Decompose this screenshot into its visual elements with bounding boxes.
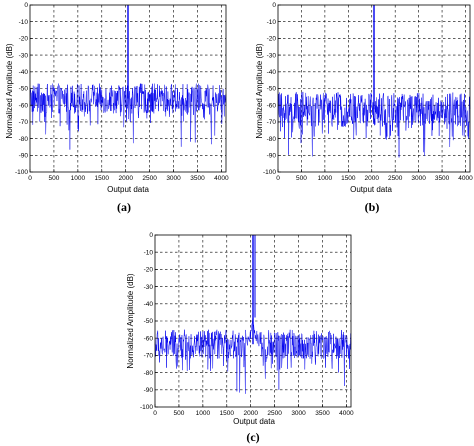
y-tick-label: -20	[144, 267, 154, 274]
x-tick-label: 500	[48, 175, 59, 182]
panel-caption: (a)	[117, 200, 131, 214]
x-tick-label: 2500	[388, 175, 403, 182]
y-tick-label: 0	[24, 2, 28, 9]
x-tick-label: 3000	[291, 410, 306, 417]
y-tick-label: -90	[144, 387, 154, 394]
y-tick-label: -100	[140, 404, 153, 411]
y-tick-label: -10	[19, 19, 29, 26]
y-tick-label: -20	[19, 36, 29, 43]
y-tick-label: -60	[144, 335, 154, 342]
x-axis-label: Output data	[107, 185, 149, 194]
chart-panel-b: Normalized Amplitude (dB) Output data (b…	[255, 2, 473, 214]
y-tick-label: 0	[272, 2, 276, 9]
chart-panel-a: Normalized Amplitude (dB) Output data (a…	[5, 2, 229, 214]
x-tick-label: 4000	[458, 175, 473, 182]
y-tick-label: -70	[19, 119, 29, 126]
x-tick-label: 2500	[142, 175, 157, 182]
y-tick-label: -50	[144, 318, 154, 325]
y-tick-label: -30	[144, 284, 154, 291]
y-tick-label: -50	[267, 86, 277, 93]
y-axis-label: Normalized Amplitude (dB)	[126, 273, 135, 368]
x-tick-label: 0	[276, 175, 280, 182]
x-tick-label: 1500	[95, 175, 110, 182]
spectrum-trace	[29, 82, 227, 150]
y-tick-label: -90	[267, 153, 277, 160]
y-tick-label: -30	[267, 52, 277, 59]
y-tick-label: -90	[19, 153, 29, 160]
y-tick-label: -20	[267, 36, 277, 43]
y-tick-label: -40	[144, 301, 154, 308]
x-tick-label: 4000	[339, 410, 354, 417]
x-tick-label: 2000	[243, 410, 258, 417]
x-tick-label: 1000	[71, 175, 86, 182]
y-tick-label: -70	[267, 119, 277, 126]
x-tick-label: 2500	[267, 410, 282, 417]
x-tick-label: 3500	[315, 410, 330, 417]
y-tick-label: -10	[144, 249, 154, 256]
y-tick-label: -60	[267, 102, 277, 109]
y-tick-label: -40	[267, 69, 277, 76]
x-tick-label: 3500	[190, 175, 205, 182]
chart-panel-c: Normalized Amplitude (dB) Output data (c…	[126, 232, 354, 444]
x-tick-label: 4000	[214, 175, 229, 182]
y-tick-label: -70	[144, 353, 154, 360]
x-tick-label: 0	[28, 175, 32, 182]
panel-caption: (c)	[246, 430, 259, 444]
y-tick-label: -100	[263, 169, 276, 176]
panel-caption: (b)	[365, 200, 380, 214]
x-tick-label: 1500	[341, 175, 356, 182]
x-tick-label: 1500	[220, 410, 235, 417]
x-tick-label: 3000	[411, 175, 426, 182]
x-tick-label: 3500	[435, 175, 450, 182]
y-tick-label: -60	[19, 102, 29, 109]
y-tick-label: -40	[19, 69, 29, 76]
y-tick-label: -10	[267, 19, 277, 26]
y-axis-label: Normalized Amplitude (dB)	[5, 43, 14, 138]
x-tick-label: 500	[296, 175, 307, 182]
y-axis-label: Normalized Amplitude (dB)	[255, 43, 264, 138]
x-tick-label: 500	[173, 410, 184, 417]
x-tick-label: 2000	[365, 175, 380, 182]
x-tick-label: 3000	[166, 175, 181, 182]
x-tick-label: 1000	[318, 175, 333, 182]
x-axis-label: Output data	[350, 185, 392, 194]
x-axis-label: Output data	[233, 417, 275, 426]
x-tick-label: 0	[153, 410, 157, 417]
y-tick-label: -30	[19, 52, 29, 59]
y-tick-label: -80	[144, 370, 154, 377]
y-tick-label: -50	[19, 86, 29, 93]
y-tick-label: -80	[267, 136, 277, 143]
x-tick-label: 1000	[196, 410, 211, 417]
y-tick-label: -100	[15, 169, 28, 176]
x-tick-label: 2000	[118, 175, 133, 182]
y-tick-label: 0	[149, 232, 153, 239]
y-tick-label: -80	[19, 136, 29, 143]
